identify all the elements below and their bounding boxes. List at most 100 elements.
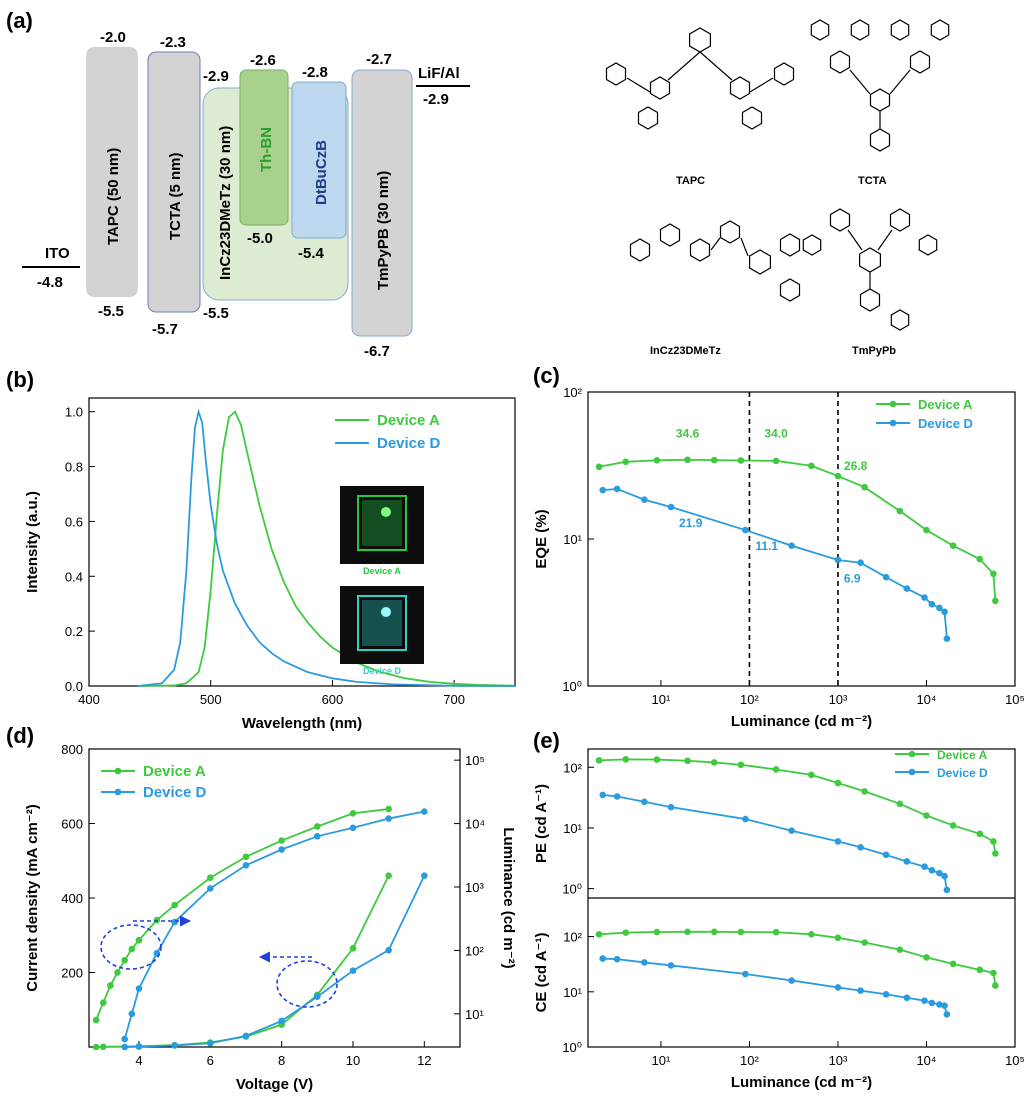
chart-c-legend-marker: [889, 400, 897, 408]
chart-e-sub1-series-1-point: [834, 984, 842, 991]
chart-e-sub0-series-0-point: [861, 788, 868, 795]
chart-d-series-3-point: [278, 1017, 285, 1025]
chart-c-series-1-point: [943, 635, 951, 642]
chart-d-series-0-point: [128, 945, 136, 953]
chart-c-legend-label: Device A: [918, 397, 973, 412]
layer-dtbuczb-lumo: -2.8: [302, 64, 328, 81]
chart-d-series-0-point: [121, 956, 128, 964]
chart-e-sub0-series-1-point: [599, 791, 607, 799]
chart-c-annotation: 11.1: [755, 539, 778, 553]
device-photo-spot-0: [381, 507, 391, 517]
chart-d-xtick: 8: [278, 1053, 285, 1068]
chart-d-series-3-point: [314, 993, 321, 1001]
layer-ito-name: ITO: [45, 245, 70, 262]
chart-d-series-1-line: [123, 810, 425, 1040]
molecule-ring: [689, 238, 711, 262]
layer-tcta-name: TCTA (5 nm): [167, 153, 184, 241]
molecule-bond: [667, 51, 701, 81]
device-photo-glow-0: [362, 500, 402, 546]
chart-e-sub0-series-0-point: [772, 766, 780, 773]
chart-e-pe-ce: 10¹ 10² 10³ 10⁴ 10⁵ Luminance (cd m⁻²) 10⁰ 10¹ 1…: [533, 748, 1025, 1091]
chart-e-ytick: 10¹: [563, 985, 582, 1000]
chart-c-series-0-point: [653, 457, 661, 464]
chart-c-series-1-point: [788, 542, 795, 550]
chart-e-sub0-series-0-line: [599, 758, 997, 854]
chart-c-series-1-line: [602, 488, 948, 639]
chart-d-series-0-point: [349, 810, 357, 817]
layer-tcta-homo: -5.7: [152, 321, 178, 338]
molecule-bond: [877, 229, 893, 251]
chart-d-series-3-point: [135, 1043, 143, 1050]
layer-thbn-lumo: -2.6: [250, 52, 276, 69]
chart-e-sub0-series-0-point: [990, 838, 997, 845]
layer-thbn-bar: [239, 69, 289, 226]
chart-e-xtick: 10¹: [652, 1053, 671, 1068]
chart-c-series-0-point: [861, 483, 868, 491]
chart-b-legend-label: Device A: [377, 412, 440, 429]
chart-d-series-1-point: [349, 824, 357, 832]
chart-c-xtick: 10⁵: [1005, 692, 1025, 707]
molecule-bond: [710, 237, 721, 251]
layer-host-lumo: -2.9: [203, 68, 229, 85]
chart-c-series-0-point: [896, 507, 904, 515]
chart-c-series-0-point: [622, 458, 630, 466]
chart-b-frame: [88, 397, 516, 687]
device-photo-label-1: Device D: [363, 666, 402, 676]
chart-e-sub1-series-0-point: [772, 928, 780, 936]
chart-e-sub0-series-0-point: [710, 759, 718, 766]
layer-lifal-name: LiF/Al: [418, 65, 460, 82]
chart-e-sub1-series-1-point: [928, 999, 936, 1007]
chart-d-series-0-point: [153, 916, 161, 924]
molecule-ring: [779, 233, 801, 257]
chart-d-series-2-point: [349, 944, 357, 952]
chart-d-series-3-point: [349, 967, 357, 974]
chart-d-series-2-line: [96, 875, 390, 1048]
energy-diagram: ITO -4.8 TAPC (50 nm) -2.0 -5.5 TCTA (5 …: [22, 29, 470, 360]
molecule-bond: [849, 69, 871, 95]
chart-e-sub1-series-1-line: [602, 957, 948, 1015]
chart-c-series-1-point: [613, 485, 621, 493]
chart-e-sub0-series-1-point: [834, 838, 842, 845]
chart-e-sub1-series-0-point: [808, 931, 815, 938]
chart-d-series-3-point: [206, 1039, 214, 1047]
chart-c-series-0-point: [595, 463, 603, 471]
chart-b-series-0-line: [137, 410, 516, 687]
chart-e-sub1-series-1-point: [941, 1002, 948, 1009]
layer-tapc-homo: -5.5: [98, 303, 124, 320]
chart-e-sub1-series-0-point: [896, 946, 904, 953]
chart-c-ytick: 10¹: [563, 532, 582, 547]
molecule-ring: [810, 19, 830, 41]
chart-e-sub0-series-0-point: [684, 757, 691, 765]
chart-d-series-1-point: [128, 1010, 136, 1018]
molecule-ring: [869, 128, 891, 152]
chart-c-legend-label: Device D: [918, 416, 973, 431]
chart-e-sub0-series-0-point: [923, 812, 930, 819]
chart-d-series-0-point: [171, 901, 178, 909]
chart-e-sub0-series-1-point: [613, 793, 621, 800]
molecule-ring: [659, 223, 681, 247]
chart-c-xtick: 10¹: [652, 692, 671, 707]
chart-d-legend-marker: [114, 767, 122, 775]
chart-e-sub1-series-0-point: [622, 929, 630, 936]
chart-c-ylabel: EQE (%): [533, 509, 550, 568]
layer-tcta-bar: [147, 51, 201, 313]
chart-d-legend-marker: [114, 788, 122, 796]
molecule-ring: [889, 208, 911, 232]
molecule-ring: [649, 76, 671, 100]
chart-e-sub0-series-0-point: [949, 822, 957, 829]
chart-d-legend-label: Device D: [143, 784, 207, 801]
chart-d-series-1-point: [135, 985, 143, 992]
panel-label-b: (b): [6, 367, 34, 392]
chart-c-xlabel: Luminance (cd m⁻²): [731, 713, 872, 730]
molecule-label-tmpypb: TmPyPb: [852, 345, 896, 357]
molecule-structures: [605, 19, 950, 331]
chart-c-series-0-point: [834, 472, 842, 480]
chart-e-sub0-series-1-point: [921, 863, 928, 870]
chart-e-ytick: 10²: [563, 930, 582, 945]
molecule-ring: [829, 50, 851, 74]
chart-d-series-3-point: [242, 1032, 250, 1040]
chart-e-sub0-series-1-point: [857, 843, 864, 851]
molecule-ring: [741, 106, 763, 130]
chart-e-sub0-series-1-point: [667, 803, 675, 811]
chart-e-sub1-series-1-point: [742, 970, 749, 978]
